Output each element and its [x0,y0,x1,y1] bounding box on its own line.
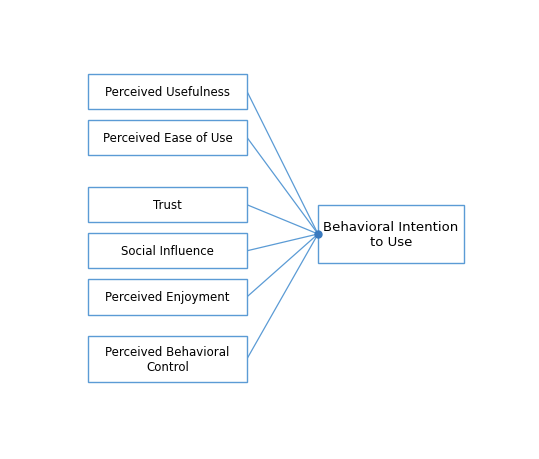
FancyBboxPatch shape [88,280,247,315]
Text: Perceived Usefulness: Perceived Usefulness [105,86,230,99]
Text: Trust: Trust [153,199,182,212]
FancyBboxPatch shape [88,336,247,382]
FancyBboxPatch shape [318,205,464,263]
Text: Perceived Ease of Use: Perceived Ease of Use [103,132,232,145]
FancyBboxPatch shape [88,234,247,269]
Text: Social Influence: Social Influence [121,245,214,257]
Text: Perceived Behavioral
Control: Perceived Behavioral Control [106,345,230,373]
Text: Behavioral Intention
to Use: Behavioral Intention to Use [323,220,459,248]
Text: Perceived Enjoyment: Perceived Enjoyment [106,291,230,304]
FancyBboxPatch shape [88,188,247,223]
FancyBboxPatch shape [88,74,247,110]
FancyBboxPatch shape [88,120,247,156]
